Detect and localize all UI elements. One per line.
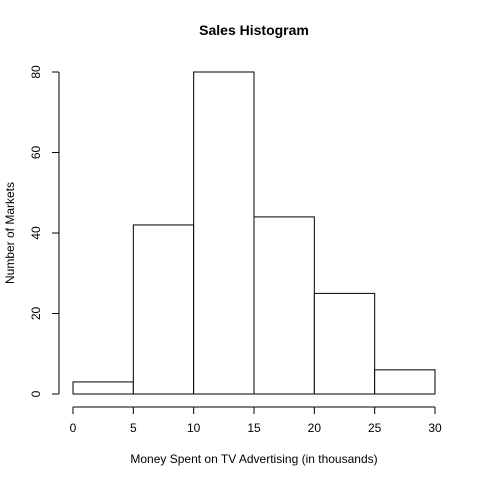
x-tick-label: 30 (428, 421, 442, 435)
histogram-bar-5-10 (132, 224, 195, 395)
x-tick-label: 20 (308, 421, 322, 435)
y-tick-label: 60 (29, 146, 43, 160)
x-tick-label: 0 (70, 421, 77, 435)
y-axis-label: Number of Markets (3, 182, 17, 284)
x-tick-label: 5 (130, 421, 137, 435)
x-tick-label: 10 (187, 421, 201, 435)
y-tick-label: 40 (29, 226, 43, 240)
x-tick-label: 25 (368, 421, 382, 435)
x-axis-label: Money Spent on TV Advertising (in thousa… (130, 452, 377, 466)
histogram-bar-20-25 (313, 292, 376, 395)
bars-group (72, 71, 436, 395)
histogram-bar-25-30 (374, 369, 436, 395)
histogram-bar-15-20 (253, 216, 315, 395)
histogram-bar-0-5 (72, 381, 134, 395)
histogram-bar-10-15 (193, 71, 255, 395)
y-tick-label: 0 (29, 390, 43, 397)
y-tick-label: 20 (29, 307, 43, 321)
x-tick-label: 15 (247, 421, 261, 435)
x-axis: 0 5 10 15 20 25 30 (70, 406, 442, 435)
chart-title: Sales Histogram (199, 22, 309, 38)
y-tick-label: 80 (29, 65, 43, 79)
y-axis: 0 20 40 60 80 (29, 65, 60, 397)
